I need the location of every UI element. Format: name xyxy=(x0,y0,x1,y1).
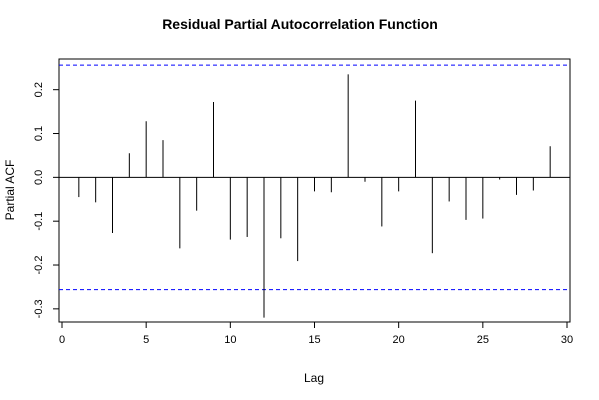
pacf-spikes xyxy=(78,74,551,318)
y-axis-label: Partial ACF xyxy=(3,160,17,221)
y-tick-label: 0.0 xyxy=(33,170,45,185)
x-tick-label: 20 xyxy=(393,334,405,346)
confidence-bounds xyxy=(59,64,570,291)
x-tick-label: 10 xyxy=(224,334,236,346)
y-tick-label: -0.1 xyxy=(33,212,45,231)
x-tick-label: 0 xyxy=(59,334,65,346)
y-tick-label: 0.1 xyxy=(33,126,45,141)
x-tick-label: 30 xyxy=(561,334,573,346)
x-axis-label: Lag xyxy=(304,371,324,385)
y-tick-label: -0.3 xyxy=(33,299,45,318)
x-tick-label: 15 xyxy=(308,334,320,346)
y-tick-label: 0.2 xyxy=(33,82,45,97)
x-axis: 0 5 10 15 20 25 30 xyxy=(59,321,573,346)
y-tick-label: -0.2 xyxy=(33,256,45,275)
x-tick-label: 5 xyxy=(143,334,149,346)
chart-title: Residual Partial Autocorrelation Functio… xyxy=(162,16,438,32)
y-axis: -0.3 -0.2 -0.1 0.0 0.1 0.2 xyxy=(33,82,60,318)
x-tick-label: 25 xyxy=(477,334,489,346)
